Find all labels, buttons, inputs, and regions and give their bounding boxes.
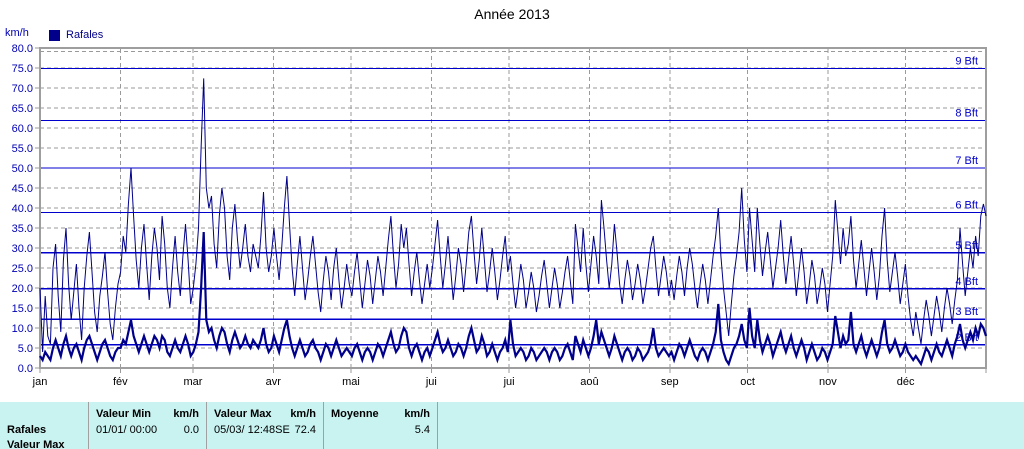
month-label: nov <box>819 376 837 388</box>
page-title: Année 2013 <box>474 6 550 22</box>
y-tick-label: 50.0 <box>12 163 33 175</box>
stats-table: Rafales Valeur Max Valeur Min km/h 01/01… <box>0 402 1024 449</box>
legend-label: Rafales <box>66 29 104 41</box>
month-label: mai <box>342 376 360 388</box>
beaufort-label: 8 Bft <box>955 107 978 119</box>
y-tick-label: 15.0 <box>12 303 33 315</box>
rafales-line <box>39 78 987 353</box>
data-series <box>39 78 988 367</box>
beaufort-label: 9 Bft <box>955 55 978 67</box>
y-tick-label: 20.0 <box>12 283 33 295</box>
beaufort-label: 7 Bft <box>955 155 978 167</box>
y-tick-label: 25.0 <box>12 263 33 275</box>
valeur-max-value: 72.4 <box>294 423 316 436</box>
month-labels: jan fév mar avr mai jui jui aoû sep oct nov déc <box>32 368 987 388</box>
moyenne-header: Moyenne <box>331 408 379 420</box>
valeur-min-value: 0.0 <box>183 423 199 436</box>
valeur-max-direction: SE <box>275 423 290 436</box>
y-tick-label: 65.0 <box>12 103 33 115</box>
month-label: aoû <box>580 376 598 388</box>
stats-row-label-valeur-max: Valeur Max <box>7 438 65 449</box>
month-label: sep <box>661 376 679 388</box>
month-label: jui <box>425 376 437 388</box>
y-tick-label: 80.0 <box>12 43 33 55</box>
month-label: déc <box>897 376 915 388</box>
y-axis-labels: 0.0 5.0 10.0 15.0 20.0 25.0 30.0 35.0 40.0 45.0 50… <box>12 43 40 375</box>
month-label: fév <box>113 376 128 388</box>
y-axis-unit-label: km/h <box>5 27 29 39</box>
stats-col-valeur-min: Valeur Min km/h 01/01/ 00:00 0.0 <box>88 402 206 449</box>
valeur-min-header: Valeur Min <box>96 408 152 420</box>
y-tick-label: 70.0 <box>12 83 33 95</box>
y-tick-label: 60.0 <box>12 123 33 135</box>
month-label: avr <box>266 376 282 388</box>
rafales-mean-line <box>39 231 988 367</box>
stats-col-empty <box>437 402 1024 449</box>
stats-col-moyenne: Moyenne km/h 5.4 <box>323 402 437 449</box>
y-tick-label: 75.0 <box>12 63 33 75</box>
gridlines <box>40 49 986 368</box>
valeur-min-date: 01/01/ 00:00 <box>96 423 158 436</box>
y-tick-label: 0.0 <box>18 363 33 375</box>
legend-swatch-icon <box>49 29 60 41</box>
y-tick-label: 35.0 <box>12 223 33 235</box>
beaufort-label: 6 Bft <box>955 199 978 211</box>
plot-border <box>39 47 987 369</box>
moyenne-unit: km/h <box>404 408 430 420</box>
y-tick-label: 40.0 <box>12 203 33 215</box>
chart-legend: Rafales <box>49 29 103 41</box>
valeur-min-unit: km/h <box>173 408 199 420</box>
valeur-max-date: 05/03/ 12:48 <box>214 423 276 436</box>
y-tick-label: 5.0 <box>18 343 33 355</box>
y-tick-label: 10.0 <box>12 323 33 335</box>
y-tick-label: 30.0 <box>12 243 33 255</box>
beaufort-label: 3 Bft <box>955 306 978 318</box>
month-label: mar <box>183 376 202 388</box>
moyenne-value: 5.4 <box>414 423 430 436</box>
month-label: jan <box>32 376 48 388</box>
y-tick-label: 55.0 <box>12 143 33 155</box>
stats-row-labels-column: Rafales Valeur Max <box>0 402 88 449</box>
stats-row-label-rafales: Rafales <box>7 423 47 436</box>
valeur-max-header: Valeur Max <box>214 408 272 420</box>
month-label: jui <box>503 376 515 388</box>
valeur-max-unit: km/h <box>290 408 316 420</box>
stats-col-valeur-max: Valeur Max km/h 05/03/ 12:48 SE 72.4 <box>206 402 323 449</box>
y-tick-label: 45.0 <box>12 183 33 195</box>
month-label: oct <box>740 376 755 388</box>
